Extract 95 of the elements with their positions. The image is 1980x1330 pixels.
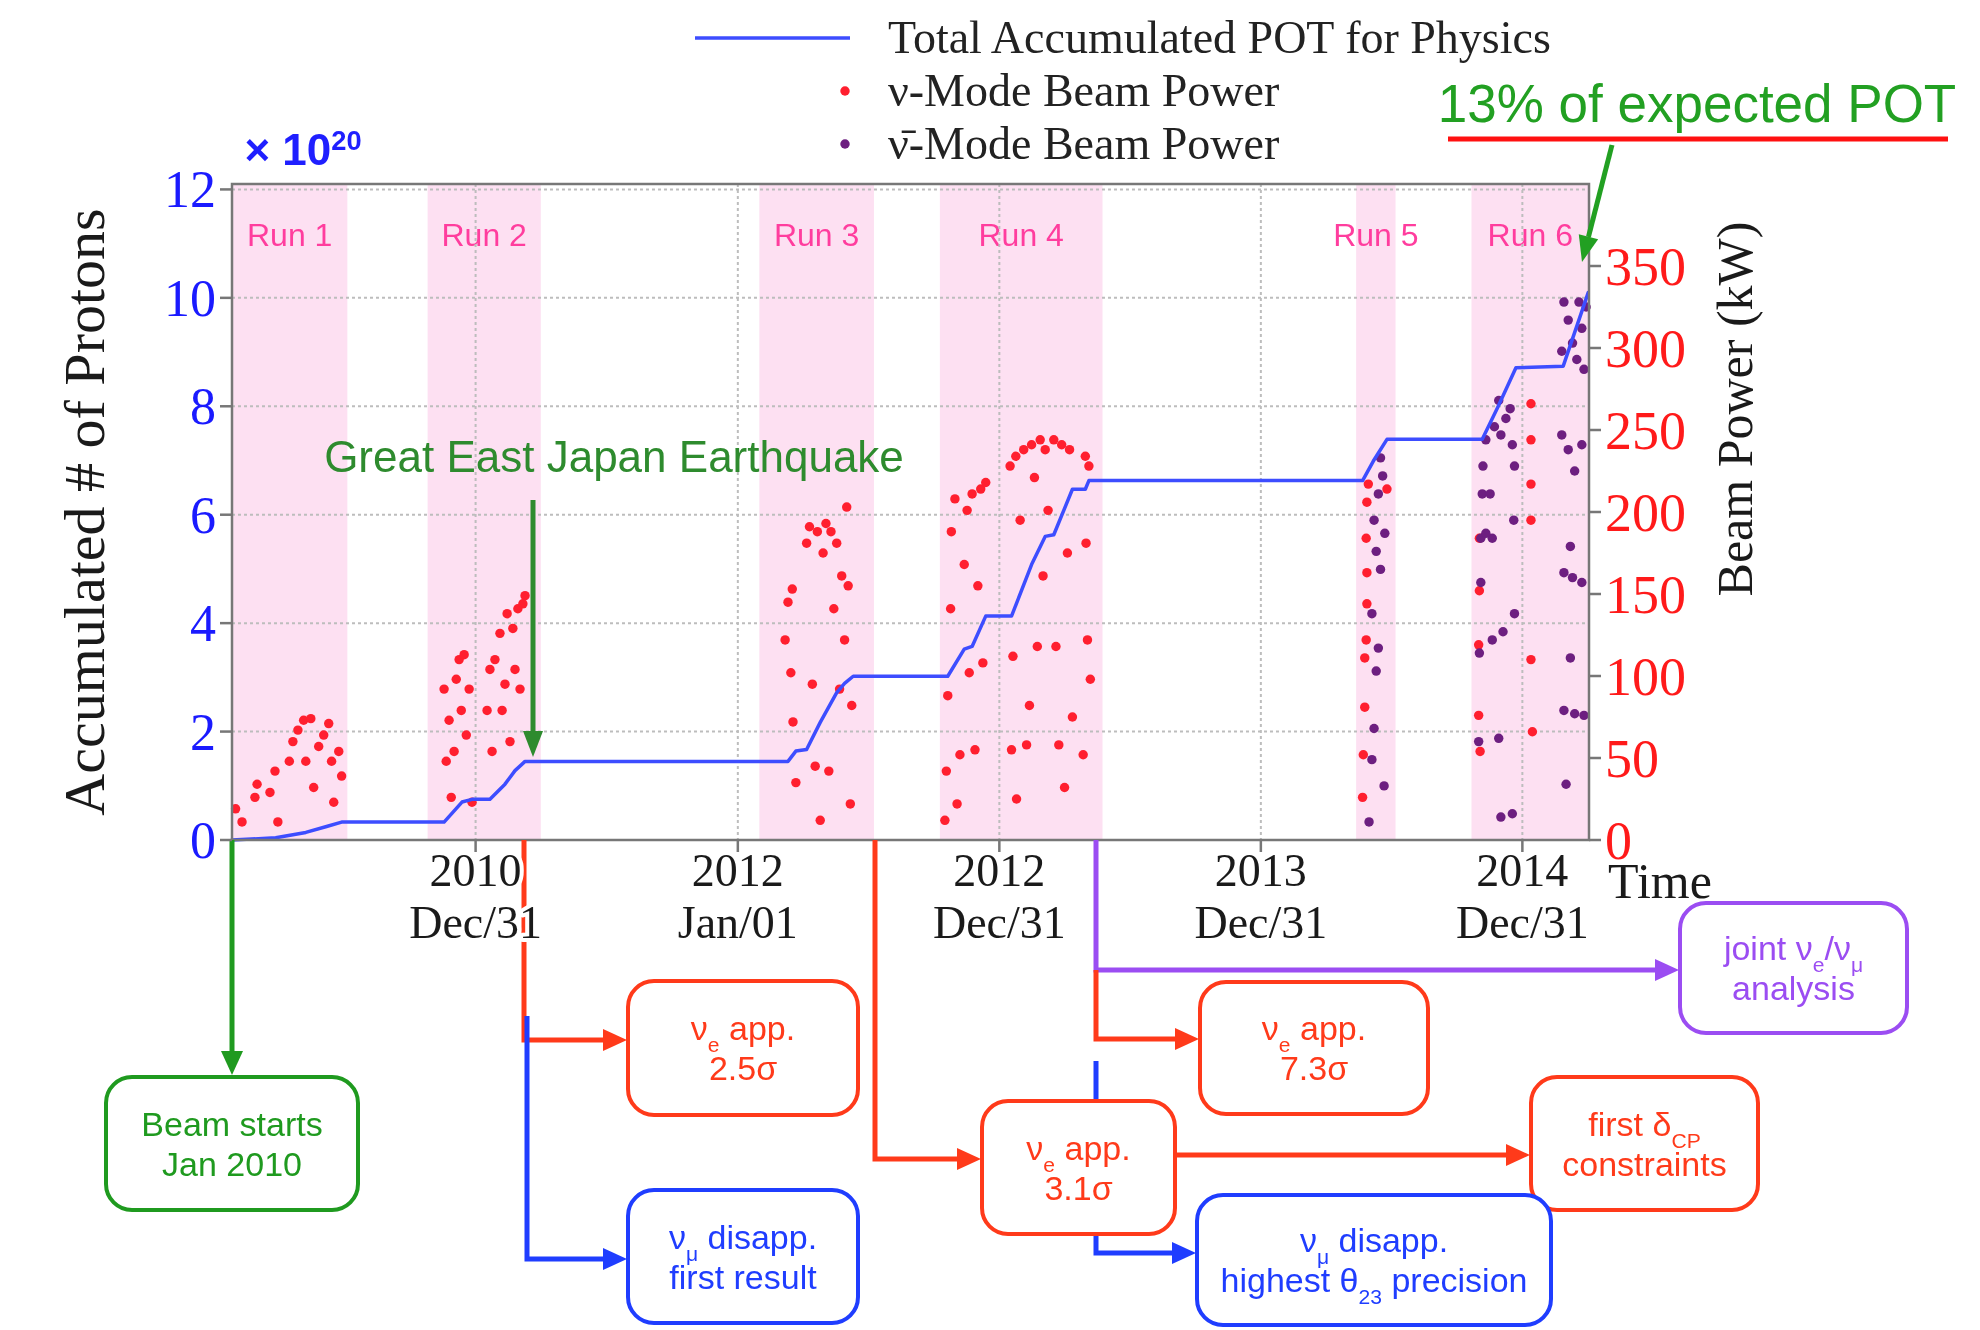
point <box>1557 346 1567 356</box>
text: ν$_{e}$ app. 7.3σ <box>1261 1009 1367 1087</box>
point <box>1487 635 1497 645</box>
point <box>1565 541 1576 552</box>
point <box>1371 546 1381 557</box>
y-axis-title: Accumulated # of Protons <box>52 208 117 816</box>
y2-axis-title: Beam Power (kW) <box>1707 221 1763 597</box>
y2-tick-label: 150 <box>1605 565 1686 625</box>
point <box>1369 723 1379 734</box>
point <box>1477 489 1487 499</box>
point <box>1478 461 1488 471</box>
y-tick-label: 0 <box>190 812 216 869</box>
point <box>1496 430 1506 440</box>
text: ν$_{μ}$ disapp. first result <box>668 1217 818 1296</box>
y2-tick-label: 350 <box>1605 237 1686 297</box>
legend-label: Total Accumulated POT for Physics <box>888 12 1551 63</box>
point <box>1375 564 1386 575</box>
point <box>1577 577 1587 588</box>
point <box>1509 461 1520 471</box>
point <box>1494 733 1504 744</box>
point <box>1496 812 1506 822</box>
point <box>1509 608 1520 619</box>
y-tick-label: 8 <box>190 378 216 436</box>
y-tick-label: 2 <box>190 703 216 761</box>
annotation: Great East Japan Earthquake <box>324 432 904 481</box>
y2-tick-label: 50 <box>1605 729 1659 789</box>
y2-tick-label: 300 <box>1605 319 1686 379</box>
point <box>1559 297 1569 307</box>
point <box>1567 572 1578 583</box>
point <box>1489 422 1500 432</box>
band-label: Run 3 <box>773 217 860 253</box>
point <box>1507 440 1518 450</box>
point <box>1498 627 1508 637</box>
point <box>1557 430 1567 440</box>
point <box>1561 779 1571 789</box>
point <box>1579 710 1589 721</box>
band-label: Run 6 <box>1487 217 1573 253</box>
point <box>1565 653 1576 663</box>
point <box>1559 705 1569 716</box>
point <box>1379 781 1389 791</box>
point <box>1364 817 1374 827</box>
legend-label: ν̄-Mode Beam Power <box>888 118 1280 169</box>
point <box>1369 515 1379 525</box>
point <box>1371 666 1381 676</box>
text: × 10$^{20}$ <box>244 124 362 174</box>
point <box>1380 528 1390 539</box>
point <box>1559 567 1569 578</box>
text: joint ν$_{e}$/ν$_{μ}$ analysis <box>1722 929 1864 1007</box>
point <box>1487 533 1497 543</box>
band-label: Run 1 <box>246 217 333 253</box>
point <box>1563 444 1573 455</box>
text: ν$_{e}$ app. 3.1σ <box>1026 1128 1131 1207</box>
point <box>1572 354 1582 365</box>
line-series <box>230 290 1591 842</box>
text: ν$_{μ}$ disapp. highest θ$_{23}$ precision <box>1220 1221 1528 1308</box>
point <box>1473 736 1484 747</box>
y-tick-label: 6 <box>190 486 216 544</box>
point <box>1377 471 1388 481</box>
point <box>1367 754 1377 765</box>
point <box>1577 323 1587 334</box>
legend-label: ν-Mode Beam Power <box>888 65 1280 116</box>
text: 13% of expected POT <box>1437 74 1957 133</box>
point <box>1373 489 1384 499</box>
y-tick-label: 12 <box>164 161 216 219</box>
x-tick-label: 2014 Dec/31 <box>1455 845 1589 948</box>
point <box>1507 809 1518 819</box>
point <box>1373 643 1384 653</box>
point <box>1569 709 1580 719</box>
point <box>1485 489 1495 499</box>
y2-tick-label: 200 <box>1605 483 1686 543</box>
point <box>1505 403 1515 414</box>
band-label: Run 4 <box>978 217 1064 253</box>
point <box>1579 364 1589 375</box>
point <box>1501 413 1511 424</box>
point <box>1563 315 1573 325</box>
x-tick-label: 2012 Dec/31 <box>932 845 1066 948</box>
x-tick-label: 2013 Dec/31 <box>1194 845 1328 948</box>
point <box>1574 297 1584 307</box>
y2-tick-label: 100 <box>1605 647 1686 707</box>
text: Beam starts Jan 2010 <box>141 1104 323 1183</box>
point <box>1569 466 1580 476</box>
point <box>1577 440 1587 450</box>
x-tick-label: 2012 Jan/01 <box>677 845 798 948</box>
y2-tick-label: 250 <box>1605 401 1686 461</box>
point <box>1509 515 1519 525</box>
band-label: Run 2 <box>441 217 527 253</box>
point <box>1481 528 1491 539</box>
point <box>1474 648 1485 658</box>
text: ν$_{e}$ app. 2.5σ <box>690 1009 796 1087</box>
y-tick-label: 10 <box>164 269 216 327</box>
point <box>1476 577 1486 588</box>
point <box>1367 608 1377 619</box>
band-label: Run 5 <box>1333 217 1419 253</box>
text: first δ$_{CP}$ constraints <box>1562 1104 1727 1183</box>
y-tick-label: 4 <box>190 595 216 653</box>
